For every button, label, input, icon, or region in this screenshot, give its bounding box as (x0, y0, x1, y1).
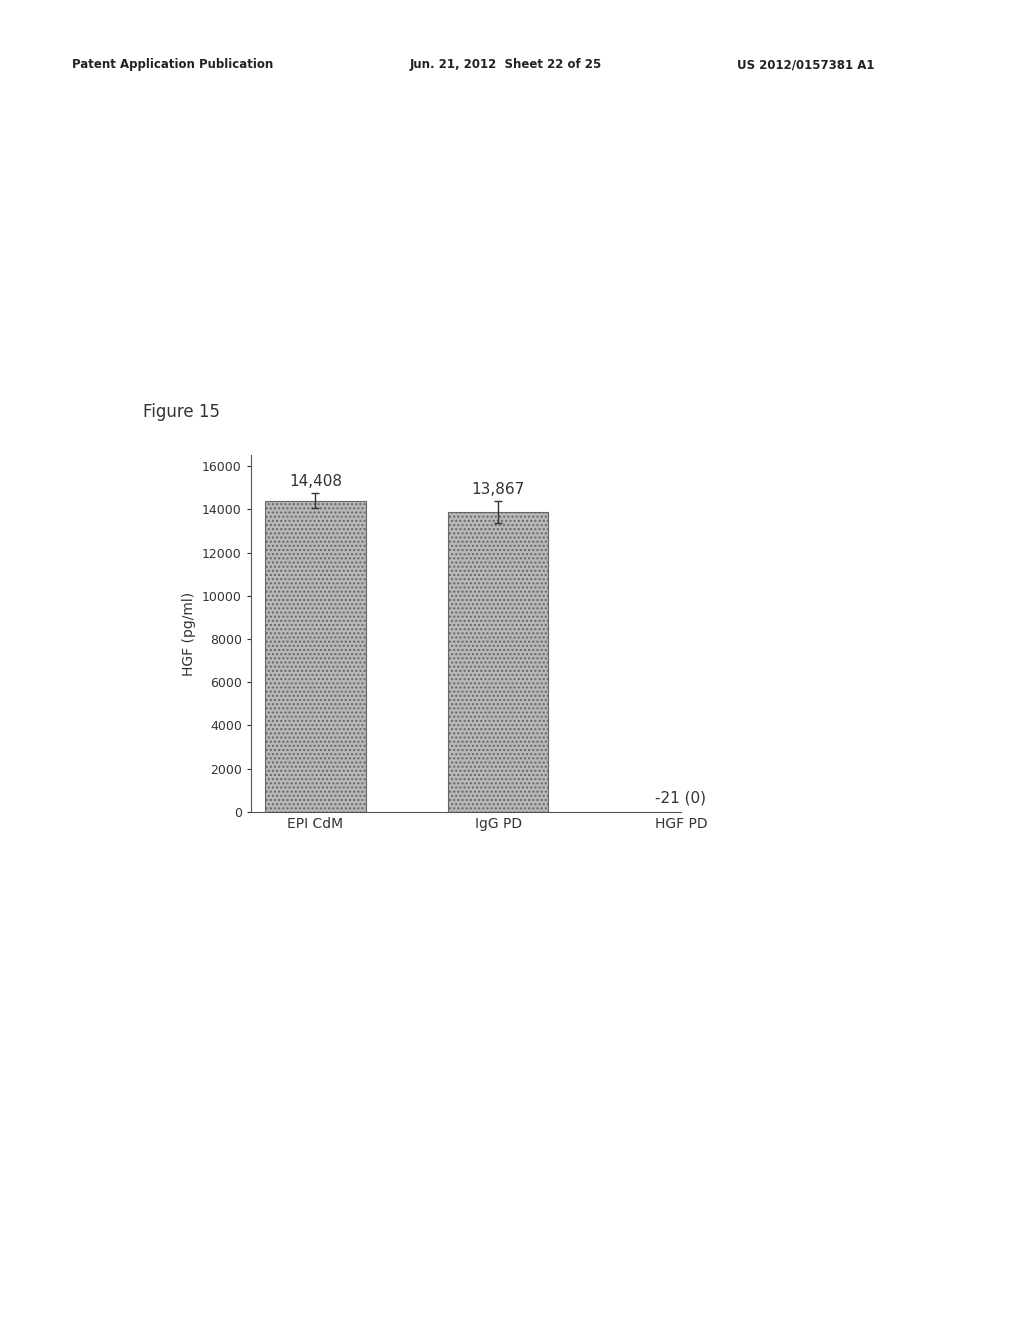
Text: Jun. 21, 2012  Sheet 22 of 25: Jun. 21, 2012 Sheet 22 of 25 (410, 58, 602, 71)
Text: 13,867: 13,867 (471, 482, 524, 498)
Text: Figure 15: Figure 15 (143, 403, 220, 421)
Bar (265, 500, 366, 812)
Y-axis label: HGF (pg/ml): HGF (pg/ml) (182, 591, 197, 676)
Text: US 2012/0157381 A1: US 2012/0157381 A1 (737, 58, 874, 71)
Bar (447, 512, 549, 812)
Text: 14,408: 14,408 (289, 474, 342, 488)
Text: Patent Application Publication: Patent Application Publication (72, 58, 273, 71)
Text: -21 (0): -21 (0) (655, 791, 707, 805)
